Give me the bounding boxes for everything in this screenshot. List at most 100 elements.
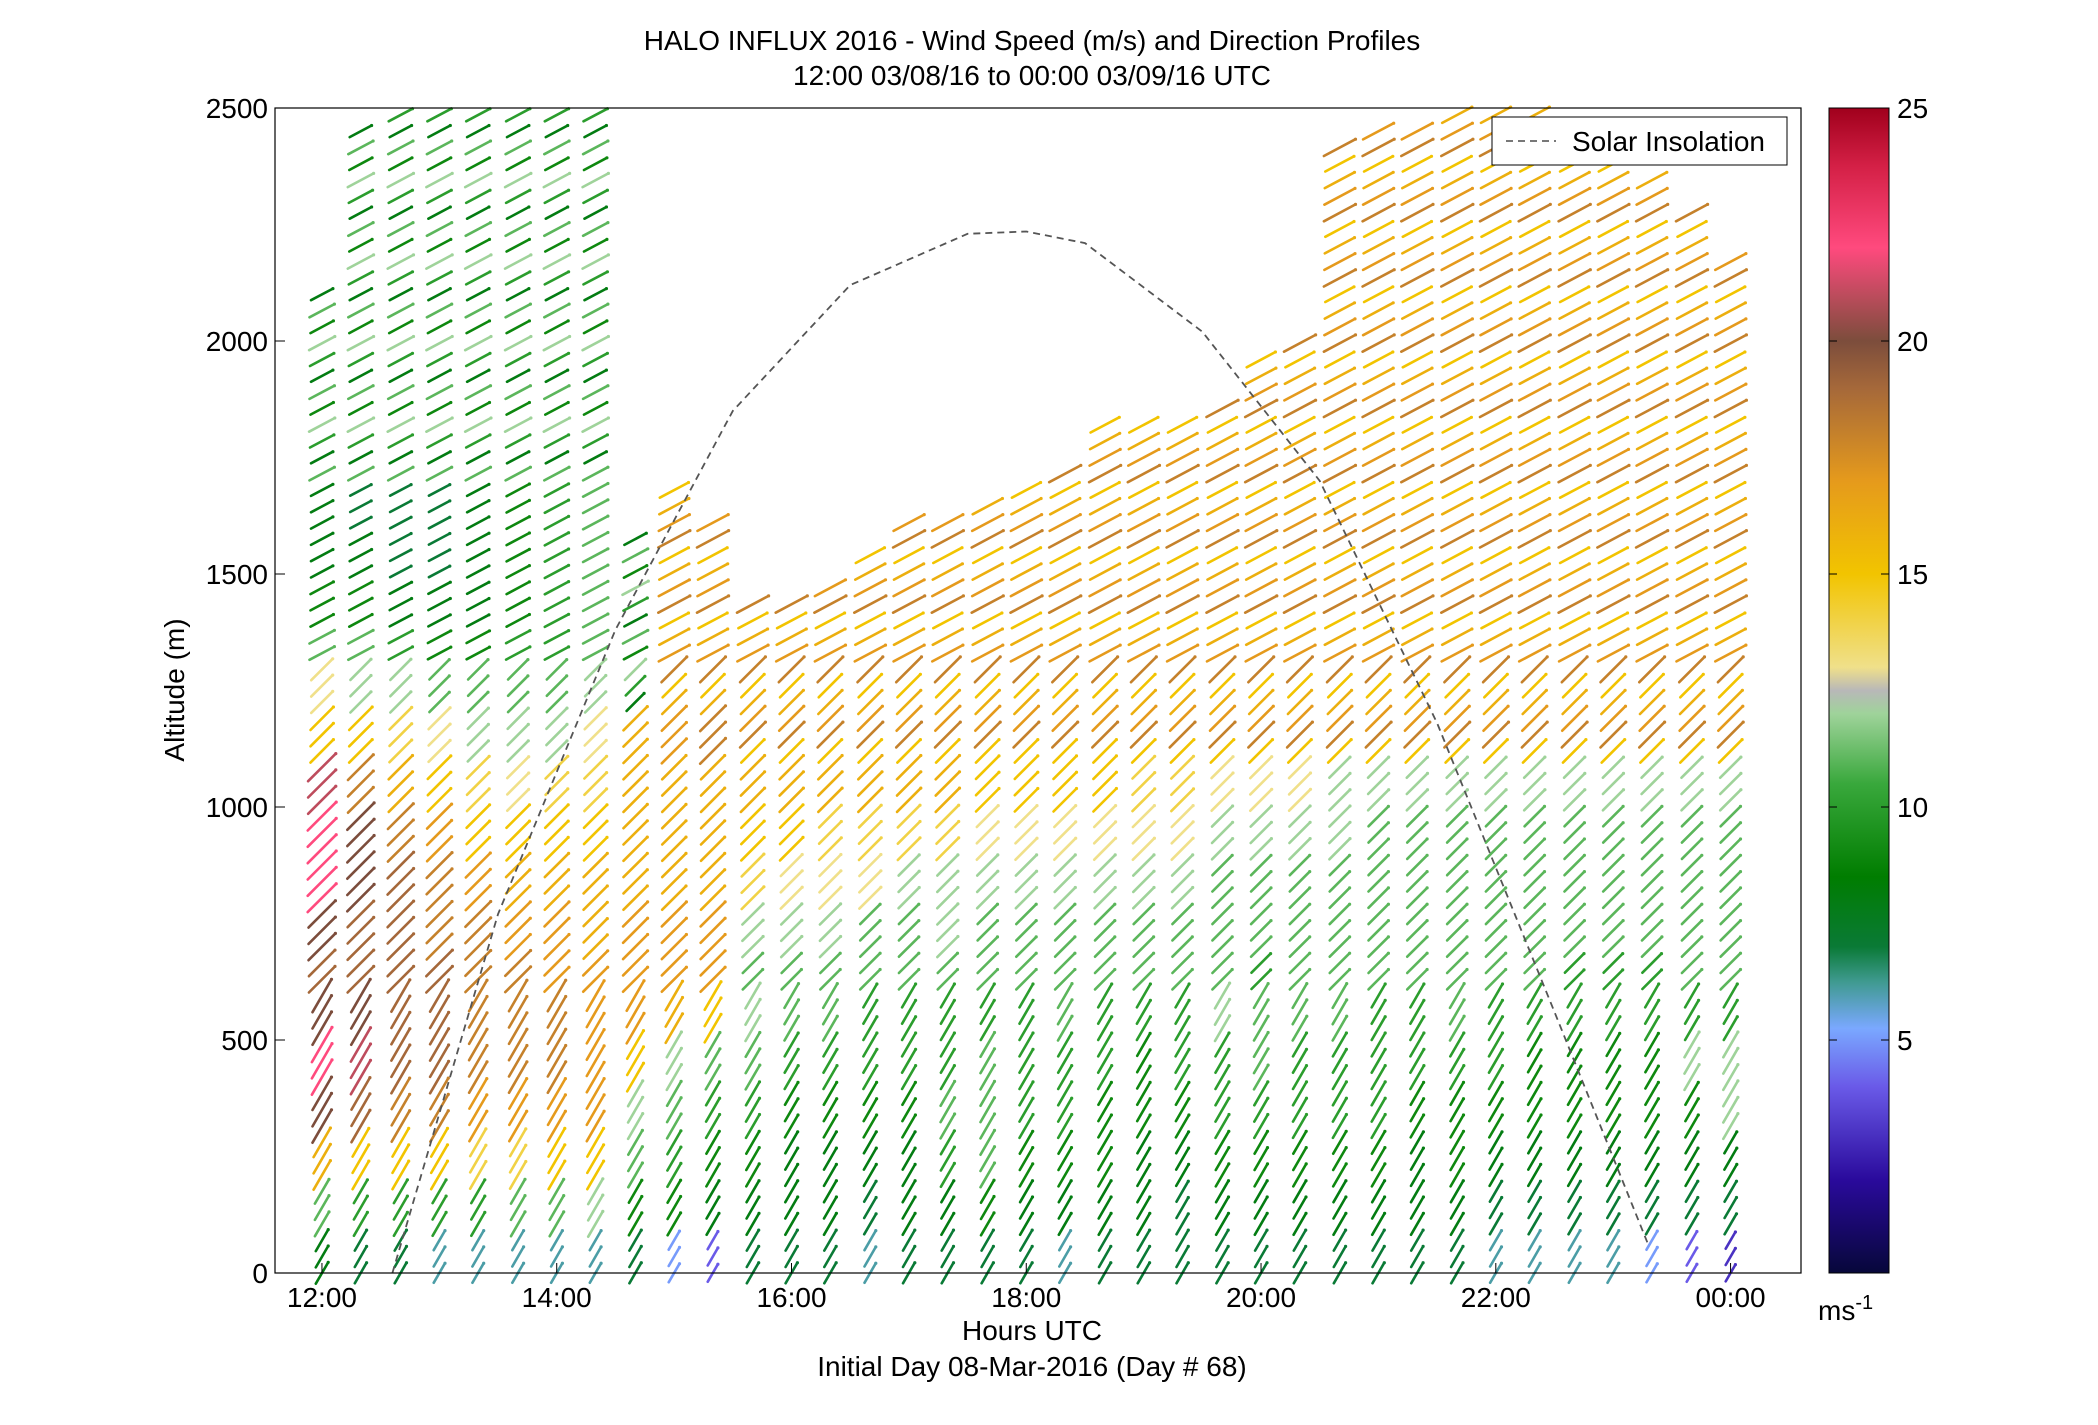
wind-barb xyxy=(1209,738,1236,764)
wind-barb-head xyxy=(331,547,335,552)
wind-barb-head xyxy=(1704,546,1708,550)
wind-barb xyxy=(1719,968,1742,991)
wind-barb-head xyxy=(952,1047,957,1051)
wind-barb xyxy=(1526,1032,1543,1058)
wind-barb-head xyxy=(410,722,414,726)
wind-barb-head xyxy=(1425,967,1429,972)
wind-barb xyxy=(1171,951,1194,975)
wind-barb-head xyxy=(605,400,609,405)
wind-barb xyxy=(783,1163,800,1188)
wind-barb-head xyxy=(1228,997,1232,1002)
wind-barb xyxy=(427,722,452,747)
wind-barb-head xyxy=(1392,333,1396,337)
wind-barb-head xyxy=(371,769,375,773)
wind-barb-head xyxy=(448,580,452,584)
wind-barb xyxy=(548,1194,566,1222)
wind-barb xyxy=(1441,415,1473,434)
wind-barb xyxy=(1724,1247,1737,1267)
wind-barb-head xyxy=(1109,1113,1113,1117)
wind-barb-head xyxy=(796,1097,800,1101)
wind-barb-head xyxy=(757,1146,761,1150)
wind-barb xyxy=(585,1109,606,1143)
wind-barb xyxy=(1400,578,1434,598)
wind-barb xyxy=(1208,720,1237,749)
wind-barb xyxy=(777,704,806,733)
wind-barb-head xyxy=(1509,317,1513,321)
wind-barb-head xyxy=(1548,594,1552,598)
wind-barb-head xyxy=(605,270,610,274)
wind-barb-head xyxy=(1421,1195,1425,1199)
wind-barb-head xyxy=(1431,333,1435,337)
wind-barb xyxy=(934,672,961,699)
wind-barb-head xyxy=(679,1161,683,1165)
wind-barb xyxy=(656,529,692,549)
wind-barb xyxy=(1440,627,1474,647)
wind-barb xyxy=(1404,688,1431,716)
wind-barb-head xyxy=(1118,578,1122,582)
wind-barb xyxy=(505,515,531,531)
wind-barb xyxy=(1291,1096,1308,1123)
wind-barb xyxy=(1362,220,1395,239)
wind-barb-head xyxy=(529,416,533,420)
wind-barb xyxy=(778,770,805,797)
wind-barb xyxy=(1328,853,1351,877)
wind-barb xyxy=(822,1195,838,1220)
wind-barb-head xyxy=(564,978,568,982)
wind-barb xyxy=(505,450,531,465)
wind-barb xyxy=(1517,203,1552,223)
wind-barb xyxy=(1714,317,1748,337)
wind-barb-head xyxy=(1308,919,1312,923)
wind-barb-head xyxy=(991,1261,996,1265)
wind-barb-head xyxy=(331,721,335,725)
wind-barb xyxy=(1440,105,1474,125)
wind-barb xyxy=(1214,1162,1231,1188)
wind-barb-head xyxy=(1705,578,1709,582)
wind-barb-head xyxy=(487,787,491,791)
wind-barb xyxy=(426,629,453,645)
wind-barb xyxy=(1323,366,1356,386)
wind-barb-head xyxy=(449,754,453,758)
wind-barb xyxy=(1012,655,1041,684)
wind-barb-head xyxy=(802,655,806,659)
wind-barb-head xyxy=(839,803,843,807)
wind-barb-head xyxy=(723,786,727,790)
wind-barb xyxy=(1481,720,1510,749)
wind-barb-head xyxy=(1544,688,1548,692)
wind-barb xyxy=(664,1012,684,1045)
wind-barb-head xyxy=(1657,982,1661,986)
wind-barb xyxy=(1713,268,1748,288)
wind-barb-head xyxy=(566,368,570,372)
wind-barb-head xyxy=(526,722,530,727)
wind-barb-head xyxy=(529,171,533,175)
wind-barb xyxy=(347,721,374,748)
wind-barb-head xyxy=(527,531,532,535)
wind-barb xyxy=(1048,643,1082,663)
wind-barb-head xyxy=(1274,382,1278,386)
wind-barb xyxy=(543,238,570,253)
wind-barb xyxy=(507,1093,529,1127)
wind-barb-head xyxy=(1582,837,1586,841)
wind-barb-head xyxy=(529,253,533,257)
wind-barb xyxy=(1596,187,1630,206)
wind-barb xyxy=(1087,464,1122,484)
wind-barb-head xyxy=(1425,951,1429,955)
wind-barb xyxy=(1644,1146,1660,1171)
wind-barb xyxy=(427,532,452,546)
x-tick-label: 00:00 xyxy=(1696,1282,1766,1313)
wind-barb-head xyxy=(1542,821,1547,825)
wind-barb-head xyxy=(1109,1261,1113,1265)
wind-barb-head xyxy=(334,865,338,869)
wind-barb-head xyxy=(1195,496,1199,501)
wind-barb xyxy=(1168,704,1196,733)
wind-barb-head xyxy=(528,433,532,437)
wind-barb-head xyxy=(952,1064,957,1068)
wind-barb-head xyxy=(1471,529,1475,533)
wind-barb xyxy=(583,771,608,797)
wind-barb-head xyxy=(796,1130,800,1134)
wind-barb xyxy=(1600,738,1626,764)
wind-barb xyxy=(582,238,609,253)
wind-barb xyxy=(306,784,338,816)
wind-barb-head xyxy=(1266,1096,1270,1100)
wind-barb-head xyxy=(372,915,376,920)
wind-barb xyxy=(1322,203,1357,223)
